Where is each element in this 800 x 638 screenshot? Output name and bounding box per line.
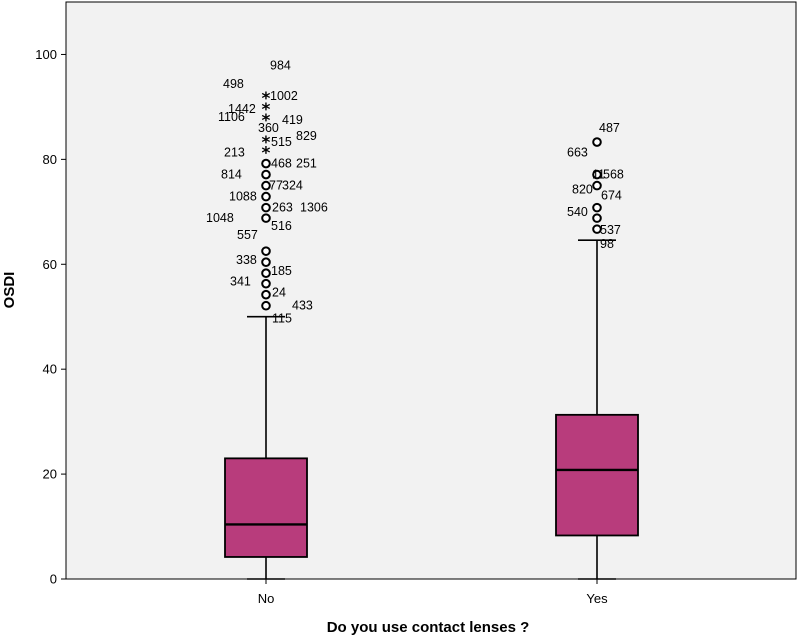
outlier-label: 98 — [600, 237, 614, 251]
outlier-marker — [261, 191, 271, 202]
outlier-label: 11 — [592, 168, 605, 182]
outlier-label: 419 — [282, 113, 303, 127]
outlier-marker — [261, 289, 271, 300]
y-tick-label: 80 — [43, 152, 57, 167]
outlier-marker — [261, 257, 271, 267]
outlier-marker — [261, 169, 271, 180]
outlier-marker — [261, 158, 271, 169]
outlier-label: 568 — [603, 168, 624, 182]
outlier-label: 433 — [292, 299, 313, 313]
outlier-label: 663 — [567, 146, 588, 160]
outlier-marker — [261, 202, 271, 213]
outlier-label: 77 — [269, 179, 283, 193]
y-axis-title: OSDI — [1, 272, 18, 309]
outlier-label: 468 — [271, 157, 292, 171]
y-axis: 0 20 40 60 80 100 — [35, 47, 66, 587]
outlier-label: 498 — [223, 77, 244, 91]
outlier-label: 251 — [296, 157, 317, 171]
outlier-label: 341 — [230, 275, 251, 289]
outlier-marker — [261, 300, 271, 311]
outlier-label: 185 — [271, 264, 292, 278]
outlier-label: 820 — [572, 183, 593, 197]
x-tick-label: No — [258, 591, 275, 606]
outlier-label: 674 — [601, 189, 622, 203]
x-axis-title: Do you use contact lenses ? — [327, 619, 530, 636]
extreme-outlier-marker: * — [262, 100, 271, 120]
outlier-marker — [592, 213, 602, 223]
y-tick-label: 100 — [35, 47, 57, 62]
outlier-label: 1442 — [228, 102, 256, 116]
outlier-marker — [261, 268, 271, 278]
outlier-label: 263 — [272, 201, 293, 215]
outlier-label: 360 — [258, 121, 279, 135]
outlier-label: 24 — [272, 286, 286, 300]
x-tick-label: Yes — [586, 591, 608, 606]
box-iqr — [224, 457, 308, 558]
outlier-label: 1048 — [206, 211, 234, 225]
y-tick-label: 0 — [50, 572, 57, 587]
outlier-label: 115 — [272, 312, 292, 326]
y-tick-label: 60 — [43, 257, 57, 272]
y-tick-label: 40 — [43, 362, 57, 377]
outlier-label: 338 — [236, 253, 257, 267]
extreme-outlier-marker: * — [262, 133, 271, 153]
outlier-label: 829 — [296, 129, 317, 143]
outlier-label: 1106 — [218, 110, 245, 124]
extreme-outlier-marker: * — [262, 89, 271, 109]
outlier-label: 1002 — [270, 89, 298, 103]
outlier-label: 540 — [567, 205, 588, 219]
y-tick-label: 20 — [43, 467, 57, 482]
x-axis: No Yes — [258, 579, 608, 606]
outlier-label: 557 — [237, 228, 258, 242]
outlier-marker — [261, 180, 271, 191]
outlier-marker — [592, 180, 602, 191]
outlier-marker — [592, 202, 602, 213]
box-iqr — [555, 413, 639, 537]
outlier-label: 984 — [270, 58, 291, 72]
outlier-marker — [261, 278, 271, 289]
outlier-label: 213 — [224, 146, 245, 160]
outlier-marker — [592, 137, 602, 147]
outlier-label: 814 — [221, 168, 242, 182]
outlier-label: 324 — [282, 179, 303, 193]
outlier-label: 487 — [599, 121, 620, 135]
extreme-outlier-marker: * — [262, 144, 271, 164]
outlier-label: 537 — [600, 223, 621, 237]
extreme-outlier-marker: * — [262, 111, 271, 131]
outlier-label: 1088 — [229, 190, 257, 204]
outlier-label: 1306 — [300, 201, 328, 215]
outlier-label: 515 — [271, 135, 292, 149]
outlier-marker — [261, 213, 271, 223]
outlier-marker — [592, 169, 602, 180]
outlier-marker — [261, 246, 271, 256]
outlier-marker — [592, 224, 602, 234]
plot-background — [65, 1, 797, 580]
outlier-label: 516 — [271, 219, 292, 233]
